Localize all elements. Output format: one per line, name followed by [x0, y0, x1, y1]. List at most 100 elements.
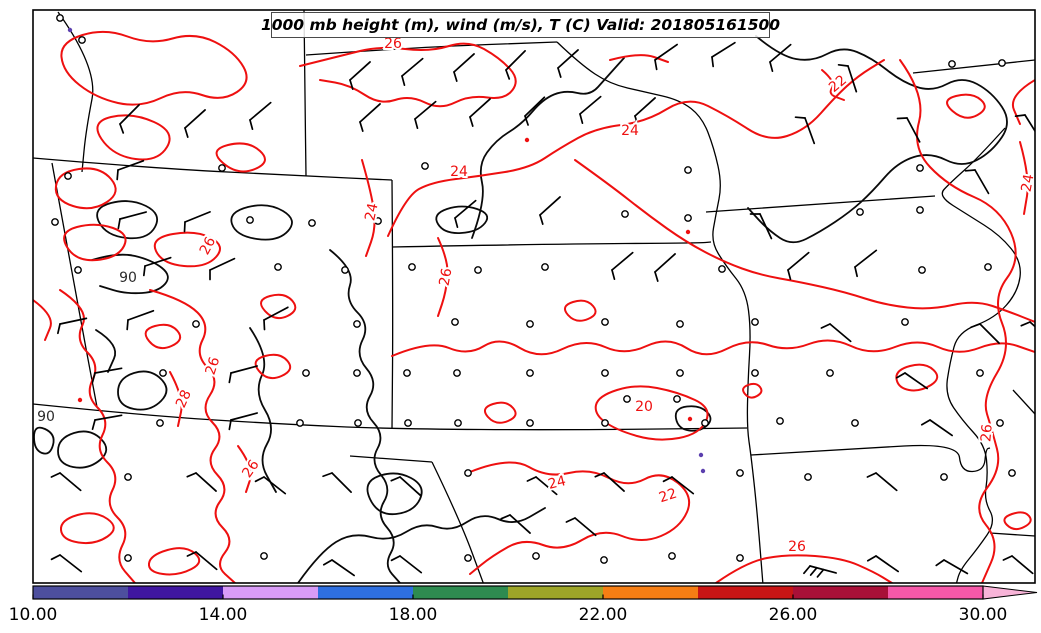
temperature-contour-label: 26 — [384, 36, 402, 52]
colorbar-segment — [603, 586, 698, 599]
wind-barb — [896, 117, 921, 143]
colorbar-segment — [33, 586, 128, 599]
wind-barb — [263, 306, 289, 331]
wind-barb — [91, 367, 123, 384]
station-calm-circle — [673, 395, 681, 403]
wind-barb — [390, 555, 423, 574]
black-height-contours — [33, 35, 1008, 583]
station-calm-circle — [124, 554, 132, 562]
station-calm-circle — [474, 266, 482, 274]
wind-barb — [866, 472, 898, 492]
station-calm-circle — [341, 266, 349, 274]
station-calm-circle — [826, 369, 834, 377]
station-calm-circle — [684, 214, 692, 222]
wind-barb — [557, 49, 579, 78]
station-calm-circle — [751, 318, 759, 326]
wind-barb — [854, 249, 878, 278]
map-title: 1000 mb height (m), wind (m/s), T (C) Va… — [260, 16, 781, 34]
station-calm-circle — [668, 552, 676, 560]
red-temperature-contours — [33, 30, 1035, 583]
temperature-contour-label: 26 — [203, 355, 224, 377]
station-calm-circle — [916, 164, 924, 172]
temperature-contour-label: 22 — [657, 486, 679, 507]
temperature-contour — [147, 547, 201, 576]
temperature-contour — [437, 237, 449, 317]
wind-stations — [50, 14, 1035, 578]
wind-barb — [183, 211, 211, 233]
station-calm-circle — [718, 265, 726, 273]
temperature-contour — [563, 299, 597, 322]
station-calm-circle — [948, 60, 956, 68]
station-calm-circle — [464, 554, 472, 562]
temperature-contour — [574, 159, 1035, 323]
temperature-contour — [1012, 79, 1035, 125]
station-calm-circle — [218, 164, 226, 172]
height-contour — [230, 204, 293, 241]
height-contour — [471, 57, 625, 239]
wind-barb — [654, 43, 678, 71]
station-calm-circle — [354, 419, 362, 427]
temperature-contour — [54, 167, 117, 210]
wind-barb — [594, 472, 625, 492]
colorbar-segment — [413, 586, 508, 599]
wind-barb — [654, 253, 676, 282]
station-calm-circle — [676, 369, 684, 377]
wind-barb — [565, 517, 597, 537]
state-borders — [33, 10, 1035, 583]
colorbar-tick-label: 18.00 — [389, 605, 438, 625]
station-calm-circle — [901, 318, 909, 326]
state-border-line — [989, 532, 1035, 537]
wind-barb — [469, 98, 491, 127]
wind-barb — [359, 103, 381, 132]
temperature-contour-label: 26 — [788, 539, 806, 555]
wind-barb — [787, 251, 810, 281]
temperature-contour-label: 24 — [1019, 173, 1038, 193]
height-contour — [674, 405, 712, 432]
colorbar-tick-label: 30.00 — [959, 605, 1008, 625]
wind-barb — [920, 419, 953, 437]
wind-barb — [116, 159, 145, 181]
wind-barb — [579, 95, 602, 125]
wind-barb — [322, 559, 355, 577]
colorbar-segment — [508, 586, 603, 599]
map-layers: 26 22 24 24 24 26 24 26 26 28 20 26 24 22 26 26 90 90 — [33, 10, 1038, 583]
title-box: 1000 mb height (m), wind (m/s), T (C) Va… — [261, 12, 780, 38]
wind-barb — [1002, 555, 1034, 575]
temperature-contour — [361, 159, 376, 257]
height-contour — [57, 430, 108, 469]
station-calm-circle — [64, 172, 72, 180]
wind-barb — [769, 43, 792, 73]
colorbar-segment — [128, 586, 223, 599]
temperature-contour — [260, 293, 297, 320]
station-calm-circle — [308, 219, 316, 227]
station-calm-circle — [404, 419, 412, 427]
state-border-line — [33, 157, 393, 181]
wind-barb — [209, 257, 236, 281]
wind-barb — [119, 104, 140, 134]
temperature-contour — [153, 231, 221, 268]
state-border-line — [750, 444, 991, 473]
temperature-contour — [215, 142, 266, 173]
wind-barb — [539, 196, 561, 225]
temperature-contour-label: 20 — [635, 399, 653, 415]
colorbar-outline — [32, 585, 984, 600]
station-calm-circle — [403, 369, 411, 377]
station-calm-circle — [541, 263, 549, 271]
wind-barb — [50, 554, 83, 573]
state-border-line — [705, 195, 936, 213]
station-calm-circle — [374, 217, 382, 225]
station-calm-circle — [916, 206, 924, 214]
wind-barb — [970, 323, 1000, 344]
wind-barb — [50, 472, 82, 492]
station-calm-circle — [601, 318, 609, 326]
temperature-contour — [895, 363, 939, 392]
colorbar-tick-label: 10.00 — [9, 605, 58, 625]
station-calm-circle — [56, 14, 64, 22]
temperature-contour-label: 24 — [362, 202, 381, 223]
station-calm-circle — [918, 266, 926, 274]
wind-barb — [611, 251, 634, 281]
temperature-contour-label: 24 — [546, 473, 567, 493]
temperature-contour — [387, 59, 885, 237]
wind-barb — [837, 63, 858, 93]
